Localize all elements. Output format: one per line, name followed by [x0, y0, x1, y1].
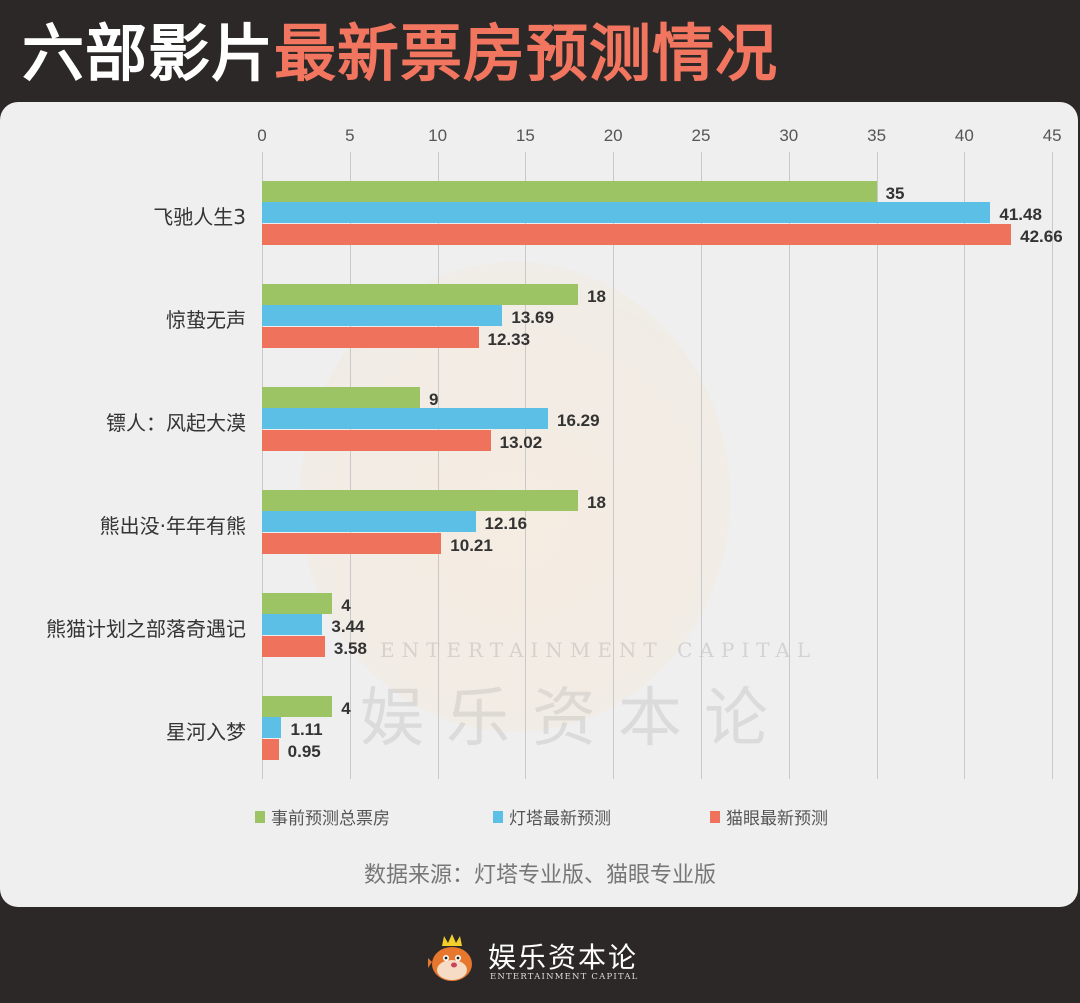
value-label: 10.21	[450, 536, 493, 555]
value-label: 1.11	[290, 720, 323, 739]
value-label: 18	[587, 287, 606, 306]
legend-label: 猫眼最新预测	[726, 809, 828, 829]
bar	[262, 408, 549, 429]
legend-swatch-icon	[710, 810, 720, 823]
category-label: 镖人：风起大漠	[106, 411, 246, 435]
x-tick-label: 5	[345, 126, 355, 145]
x-tick-label: 40	[954, 126, 974, 145]
value-label: 42.66	[1020, 227, 1063, 246]
bar	[262, 593, 333, 614]
legend-swatch-icon	[493, 810, 503, 823]
x-tick-label: 15	[515, 126, 535, 145]
value-label: 3.58	[333, 639, 367, 658]
value-label: 35	[885, 184, 905, 203]
category-label: 熊猫计划之部落奇遇记	[46, 617, 246, 641]
gridline	[701, 152, 702, 779]
gridline	[964, 152, 965, 779]
bar	[262, 717, 282, 738]
value-label: 9	[429, 390, 439, 409]
title-part-white: 六部影片	[22, 17, 275, 90]
category-label: 飞驰人生3	[153, 205, 246, 229]
value-label: 13.69	[511, 308, 554, 327]
category-label: 熊出没·年年有熊	[99, 514, 246, 538]
page-title: 六部影片最新票房预测情况	[22, 14, 778, 94]
bar	[262, 327, 479, 348]
x-tick-label: 30	[779, 126, 799, 145]
legend-item: 猫眼最新预测	[710, 804, 828, 829]
value-label: 13.02	[499, 433, 543, 452]
value-label: 41.48	[999, 205, 1042, 224]
value-label: 12.16	[484, 514, 528, 533]
bar	[262, 430, 491, 451]
logo-chinese: 娱乐资本论	[488, 941, 639, 974]
bar	[262, 511, 476, 532]
gridline	[438, 152, 439, 779]
value-label: 4	[341, 699, 351, 718]
gridline	[789, 152, 790, 779]
category-label: 惊蛰无声	[166, 308, 246, 332]
bar	[262, 614, 323, 635]
bar	[262, 696, 333, 717]
bar	[262, 739, 279, 760]
bar	[262, 305, 503, 326]
x-tick-label: 10	[428, 126, 448, 145]
gridline	[350, 152, 351, 779]
legend-label: 事前预测总票房	[271, 809, 390, 829]
gridline	[1052, 152, 1053, 779]
gridline	[262, 152, 263, 779]
bar	[262, 636, 325, 657]
legend-swatch-icon	[255, 810, 265, 823]
bar	[262, 181, 877, 202]
watermark-chinese: 娱乐资本论	[360, 682, 790, 756]
bar	[262, 224, 1012, 245]
footer-logo: 娱乐资本论 ENTERTAINMENT CAPITAL	[428, 924, 648, 988]
value-label: 16.29	[557, 411, 600, 430]
data-source-note: 数据来源：灯塔专业版、猫眼专业版	[363, 863, 716, 888]
category-label: 星河入梦	[166, 720, 246, 744]
x-tick-label: 0	[257, 126, 267, 145]
bar	[262, 284, 579, 305]
value-label: 18	[587, 493, 606, 512]
logo-english: ENTERTAINMENT CAPITAL	[490, 972, 639, 982]
x-tick-label: 20	[603, 126, 623, 145]
value-label: 12.33	[487, 330, 531, 349]
gridline	[525, 152, 526, 779]
x-tick-label: 25	[691, 126, 711, 145]
bar	[262, 490, 579, 511]
bar	[262, 533, 442, 554]
legend-item: 灯塔最新预测	[493, 804, 611, 829]
gridline	[613, 152, 614, 779]
legend-item: 事前预测总票房	[255, 804, 390, 829]
chart-panel: ENTERTAINMENT CAPITAL 娱乐资本论 0 5 10 15 20 25 30…	[0, 102, 1078, 907]
title-part-highlight: 最新票房预测情况	[274, 17, 779, 90]
value-label: 4	[341, 596, 351, 615]
x-tick-label: 45	[1042, 126, 1062, 145]
gridline	[877, 152, 878, 779]
value-label: 0.95	[287, 742, 321, 761]
watermark-english: ENTERTAINMENT CAPITAL	[380, 638, 818, 662]
bar	[262, 202, 991, 223]
x-tick-label: 35	[867, 126, 887, 145]
value-label: 3.44	[331, 617, 365, 636]
bar	[262, 387, 421, 408]
crowned-pufferfish-mascot-icon	[428, 934, 472, 981]
legend-label: 灯塔最新预测	[509, 809, 611, 829]
